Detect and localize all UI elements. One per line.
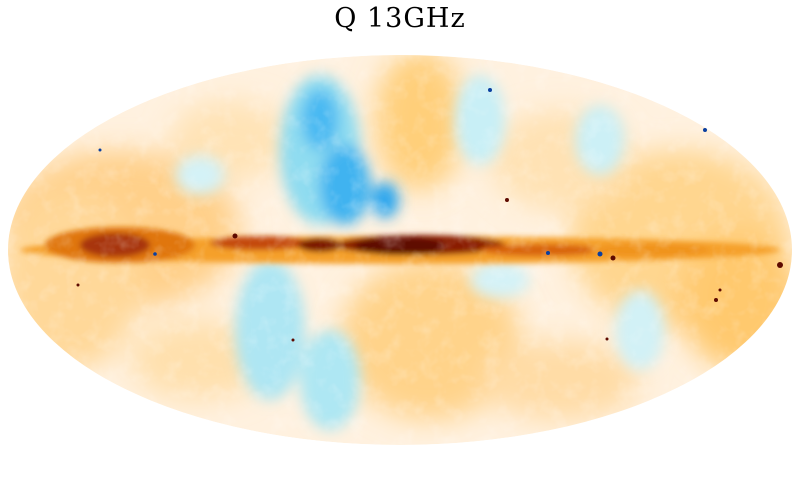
map-title: Q 13GHz xyxy=(334,3,466,34)
point-sources xyxy=(76,88,783,342)
